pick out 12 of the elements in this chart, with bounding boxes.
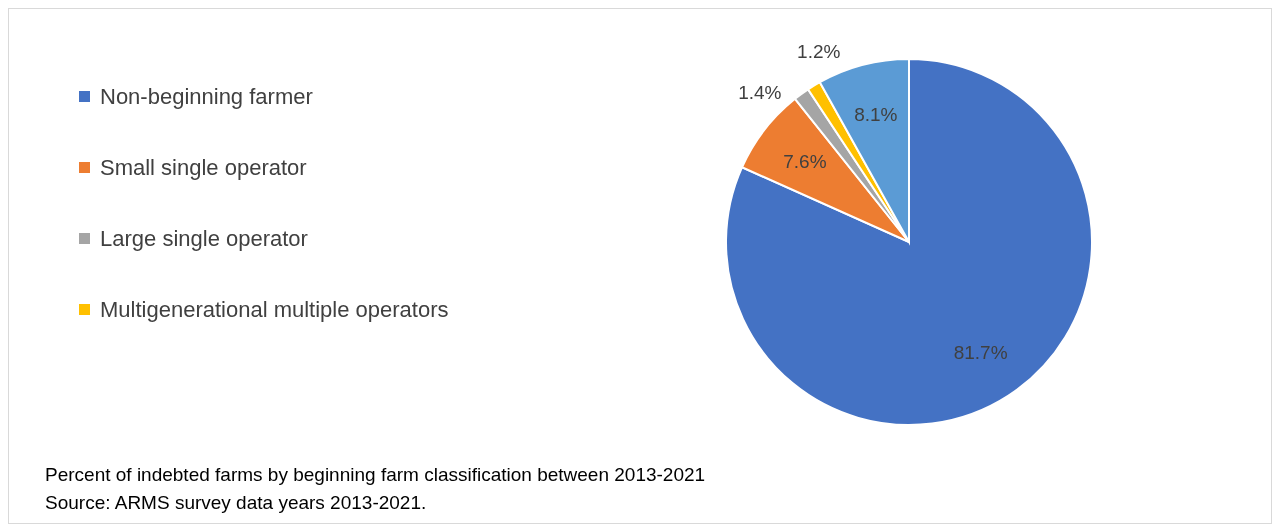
pie-slice: [725, 58, 1093, 426]
text: Percent of indebted farms by beginning farm classification between 2013-2021: [45, 463, 706, 487]
data-label: 81.7%: [953, 342, 1008, 364]
source-note: Source: ARMS survey data years 2013-2021.: [45, 491, 428, 515]
data-label: 7.6%: [783, 150, 827, 172]
data-label: 8.1%: [854, 103, 898, 125]
legend-label: Multigenerational multiple operators: [100, 296, 449, 323]
legend-label: Small single operator: [100, 154, 307, 181]
legend-label: Non-beginning farmer: [100, 83, 313, 110]
data-label: 1.4%: [738, 82, 782, 104]
data-label: 1.2%: [797, 40, 841, 62]
legend-label: Large single operator: [100, 225, 308, 252]
